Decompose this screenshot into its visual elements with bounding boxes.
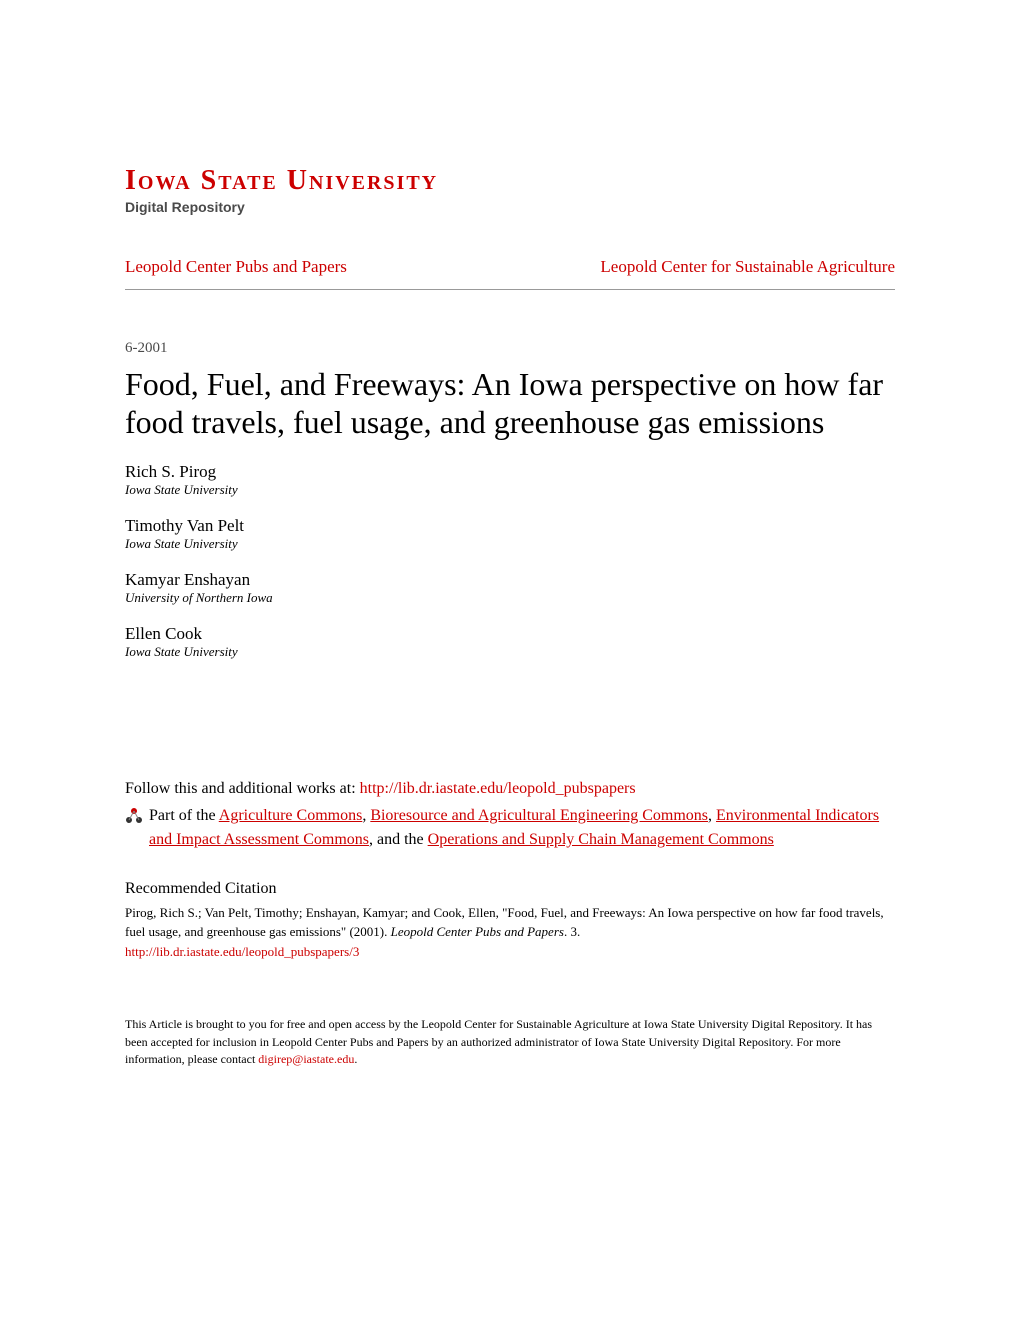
author-name: Ellen Cook xyxy=(125,624,895,644)
collection-link[interactable]: Leopold Center Pubs and Papers xyxy=(125,257,347,277)
follow-works-line: Follow this and additional works at: htt… xyxy=(125,780,895,798)
footer-text: This Article is brought to you for free … xyxy=(125,1016,895,1068)
follow-url-link[interactable]: http://lib.dr.iastate.edu/leopold_pubspa… xyxy=(360,780,636,797)
author-block: Ellen Cook Iowa State University xyxy=(125,624,895,660)
sep: , and the xyxy=(369,831,428,848)
center-link[interactable]: Leopold Center for Sustainable Agricultu… xyxy=(600,257,895,277)
nav-bar: Leopold Center Pubs and Papers Leopold C… xyxy=(125,245,895,290)
part-of-prefix: Part of the xyxy=(149,807,219,824)
header-logo: Iowa State University Digital Repository xyxy=(125,165,895,215)
author-affiliation: Iowa State University xyxy=(125,482,895,498)
author-name: Timothy Van Pelt xyxy=(125,516,895,536)
footer-body: This Article is brought to you for free … xyxy=(125,1017,872,1066)
footer-email-link[interactable]: digirep@iastate.edu xyxy=(258,1052,354,1066)
footer-suffix: . xyxy=(354,1052,357,1066)
publication-date: 6-2001 xyxy=(125,340,895,357)
citation-url-link[interactable]: http://lib.dr.iastate.edu/leopold_pubspa… xyxy=(125,944,359,959)
commons-text: Part of the Agriculture Commons, Bioreso… xyxy=(149,804,895,852)
logo-university-name: Iowa State University xyxy=(125,165,895,197)
commons-link[interactable]: Bioresource and Agricultural Engineering… xyxy=(370,807,708,824)
author-name: Kamyar Enshayan xyxy=(125,570,895,590)
author-affiliation: Iowa State University xyxy=(125,644,895,660)
author-block: Timothy Van Pelt Iowa State University xyxy=(125,516,895,552)
author-name: Rich S. Pirog xyxy=(125,462,895,482)
citation-text: Pirog, Rich S.; Van Pelt, Timothy; Ensha… xyxy=(125,904,895,942)
author-block: Kamyar Enshayan University of Northern I… xyxy=(125,570,895,606)
author-block: Rich S. Pirog Iowa State University xyxy=(125,462,895,498)
commons-link[interactable]: Agriculture Commons xyxy=(219,807,363,824)
author-affiliation: Iowa State University xyxy=(125,536,895,552)
citation-part2: . 3. xyxy=(564,924,580,939)
logo-repository-name: Digital Repository xyxy=(125,199,895,215)
citation-heading: Recommended Citation xyxy=(125,880,895,898)
commons-line: Part of the Agriculture Commons, Bioreso… xyxy=(125,804,895,852)
article-title: Food, Fuel, and Freeways: An Iowa perspe… xyxy=(125,365,895,442)
commons-link[interactable]: Operations and Supply Chain Management C… xyxy=(428,831,774,848)
network-icon xyxy=(125,807,143,825)
authors-section: Rich S. Pirog Iowa State University Timo… xyxy=(125,462,895,660)
follow-prefix: Follow this and additional works at: xyxy=(125,780,360,797)
citation-section: Recommended Citation Pirog, Rich S.; Van… xyxy=(125,880,895,962)
author-affiliation: University of Northern Iowa xyxy=(125,590,895,606)
sep: , xyxy=(708,807,716,824)
citation-journal: Leopold Center Pubs and Papers xyxy=(391,924,564,939)
